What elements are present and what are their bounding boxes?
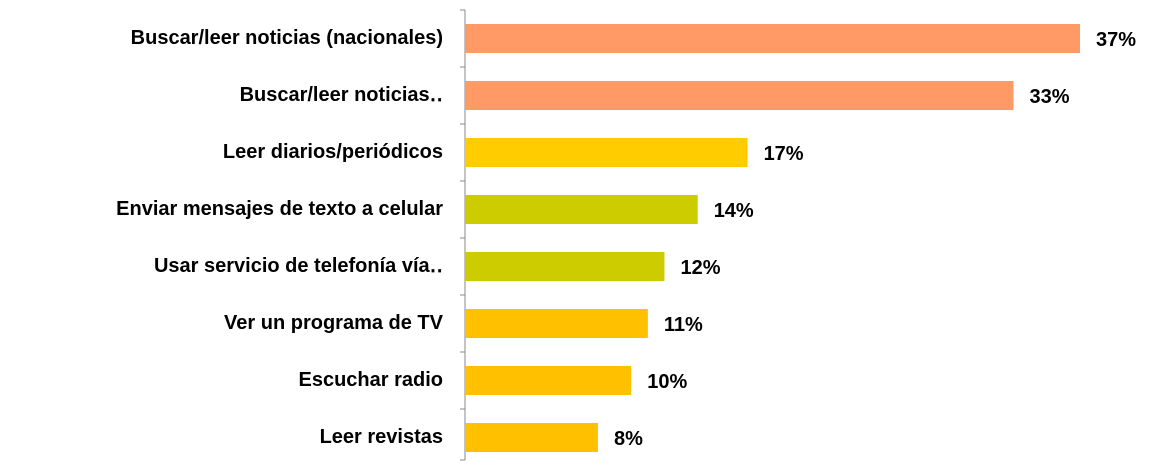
category-label: Buscar/leer noticias‥: [240, 84, 443, 106]
value-label: 37%: [1096, 29, 1136, 51]
category-label: Escuchar radio: [298, 369, 443, 391]
value-label: 33%: [1030, 86, 1070, 108]
value-label: 11%: [664, 314, 703, 336]
bar: [465, 24, 1080, 53]
category-label: Leer diarios/periódicos: [223, 141, 443, 163]
category-label: Usar servicio de telefonía vía‥: [154, 255, 443, 277]
bar: [465, 195, 698, 224]
bar: [465, 252, 665, 281]
value-label: 8%: [614, 428, 643, 450]
bar: [465, 423, 598, 452]
category-label: Buscar/leer noticias (nacionales): [131, 27, 443, 49]
value-label: 17%: [764, 143, 804, 165]
value-label: 14%: [714, 200, 754, 222]
category-label: Ver un programa de TV: [224, 312, 444, 334]
category-label: Enviar mensajes de texto a celular: [116, 198, 443, 220]
bar: [465, 309, 648, 338]
bar: [465, 366, 632, 395]
bar: [465, 138, 748, 167]
value-label: 12%: [680, 257, 720, 279]
bar: [465, 81, 1014, 110]
category-label: Leer revistas: [320, 426, 443, 448]
value-label: 10%: [647, 371, 687, 393]
